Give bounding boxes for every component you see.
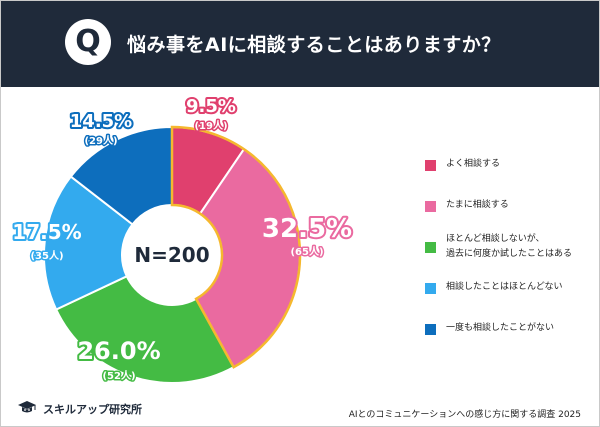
legend-item-5: 一度も相談したことがない bbox=[425, 315, 595, 356]
donut-slice-4 bbox=[43, 175, 134, 311]
legend-item-4: 相談したことはほとんどない bbox=[425, 274, 595, 315]
legend-swatch bbox=[425, 201, 436, 212]
donut-chart: N=200 9.5% (19人) 32.5%(65人) 26.0% (52人) 17.5% (… bbox=[10, 94, 354, 384]
question-title: 悩み事をAIに相談することはありますか？ bbox=[127, 34, 501, 56]
legend-swatch bbox=[425, 242, 436, 253]
question-badge: Q bbox=[65, 19, 111, 65]
highlight-outline bbox=[170, 125, 302, 369]
slice-5-count-label: (29人) bbox=[84, 134, 117, 147]
legend-label: よく相談する bbox=[446, 159, 501, 169]
graduation-cap-icon bbox=[18, 401, 36, 413]
question-badge-letter: Q bbox=[75, 24, 101, 59]
legend-item-2: たまに相談する bbox=[425, 192, 595, 233]
donut-center bbox=[124, 207, 220, 303]
slice-2-count-label: (65人) bbox=[290, 245, 323, 258]
brand-name: スキルアップ研究所 bbox=[43, 403, 142, 416]
question-header: Q 悩み事をAIに相談することはありますか？ bbox=[1, 1, 599, 87]
legend-label: たまに相談する bbox=[446, 200, 509, 210]
slice-5-percent-label: 14.5% bbox=[70, 111, 132, 132]
chart-legend: よく相談する たまに相談するほとんど相談しないが、 過去に何度か試したことはある相談… bbox=[425, 151, 595, 356]
legend-swatch bbox=[425, 160, 436, 171]
slice-1-percent-label: 9.5% bbox=[186, 96, 236, 117]
sample-size-label: N=200 bbox=[134, 243, 209, 267]
slice-3-percent-label: 26.0% bbox=[77, 337, 160, 365]
legend-swatch bbox=[425, 283, 436, 294]
slice-1-count-label: (19人) bbox=[194, 119, 227, 132]
slice-3-count-label: (52人) bbox=[102, 369, 135, 382]
donut-slice-5 bbox=[69, 125, 173, 226]
legend-item-3: ほとんど相談しないが、 過去に何度か試したことはある bbox=[425, 233, 595, 274]
legend-label: ほとんど相談しないが、 過去に何度か試したことはある bbox=[446, 234, 573, 259]
legend-item-1: よく相談する bbox=[425, 151, 595, 192]
slice-4-percent-label: 17.5% bbox=[12, 220, 81, 244]
legend-label: 相談したことはほとんどない bbox=[446, 282, 563, 292]
donut-slice-3 bbox=[54, 274, 236, 384]
legend-label: 一度も相談したことがない bbox=[446, 323, 555, 333]
legend-swatch bbox=[425, 324, 436, 335]
slice-4-count-label: (35人) bbox=[30, 249, 63, 262]
slice-2-percent-label: 32.5% bbox=[262, 214, 352, 244]
survey-source: AIとのコミュニケーションへの感じ方に関する調査 2025 bbox=[348, 410, 581, 420]
